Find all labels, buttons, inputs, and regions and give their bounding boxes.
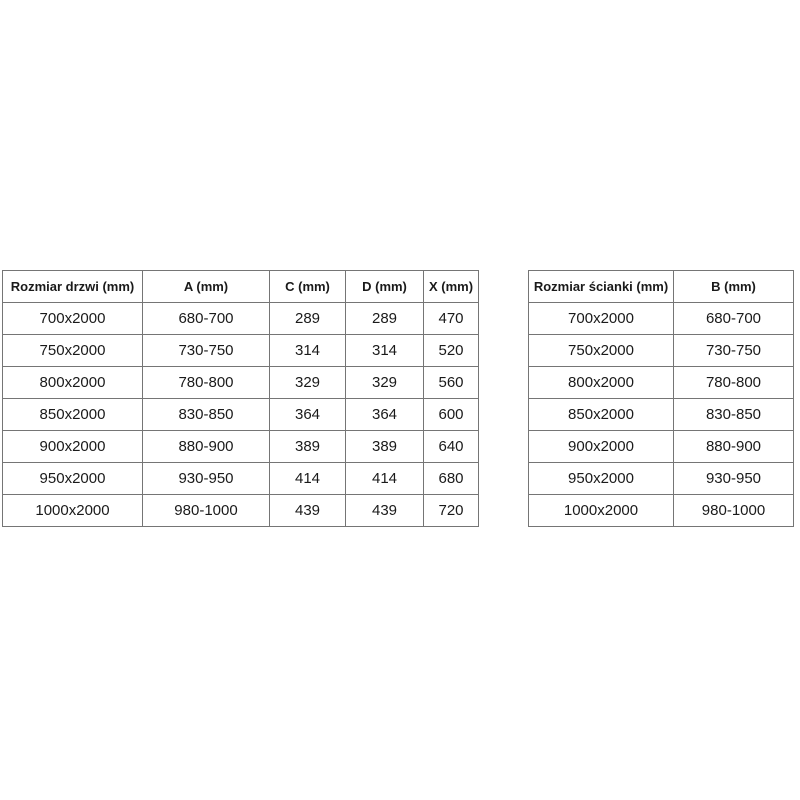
table-cell: 900x2000 bbox=[2, 430, 143, 463]
table-cell: 730-750 bbox=[142, 334, 270, 367]
table-cell: 880-900 bbox=[142, 430, 270, 463]
table-cell: 470 bbox=[423, 302, 479, 335]
table-row: 850x2000 830-850 364 364 600 bbox=[2, 398, 479, 431]
table-cell: 389 bbox=[269, 430, 346, 463]
column-header: A (mm) bbox=[142, 270, 270, 303]
table-cell: 414 bbox=[269, 462, 346, 495]
table-cell: 900x2000 bbox=[528, 430, 674, 463]
table-cell: 800x2000 bbox=[2, 366, 143, 399]
table-cell: 780-800 bbox=[673, 366, 794, 399]
table-cell: 930-950 bbox=[673, 462, 794, 495]
table-cell: 314 bbox=[269, 334, 346, 367]
table-cell: 830-850 bbox=[142, 398, 270, 431]
table-cell: 850x2000 bbox=[2, 398, 143, 431]
table-cell: 850x2000 bbox=[528, 398, 674, 431]
table-row: 1000x2000 980-1000 439 439 720 bbox=[2, 494, 479, 527]
table-row: 750x2000 730-750 bbox=[528, 334, 794, 367]
column-header: X (mm) bbox=[423, 270, 479, 303]
header-row: Rozmiar ścianki (mm) B (mm) bbox=[528, 270, 794, 303]
wall-size-table: Rozmiar ścianki (mm) B (mm) 700x2000 680-70… bbox=[528, 270, 794, 527]
column-header: B (mm) bbox=[673, 270, 794, 303]
table-cell: 364 bbox=[345, 398, 424, 431]
table-cell: 680-700 bbox=[673, 302, 794, 335]
table-row: 1000x2000 980-1000 bbox=[528, 494, 794, 527]
table-cell: 750x2000 bbox=[2, 334, 143, 367]
table-cell: 329 bbox=[345, 366, 424, 399]
table-row: 950x2000 930-950 bbox=[528, 462, 794, 495]
header-row: Rozmiar drzwi (mm) A (mm) C (mm) D (mm) X (m… bbox=[2, 270, 479, 303]
column-header: D (mm) bbox=[345, 270, 424, 303]
table-row: 800x2000 780-800 bbox=[528, 366, 794, 399]
table-cell: 1000x2000 bbox=[528, 494, 674, 527]
table-cell: 800x2000 bbox=[528, 366, 674, 399]
door-size-table: Rozmiar drzwi (mm) A (mm) C (mm) D (mm) X (m… bbox=[2, 270, 479, 527]
table-row: 900x2000 880-900 389 389 640 bbox=[2, 430, 479, 463]
table-cell: 329 bbox=[269, 366, 346, 399]
table-cell: 700x2000 bbox=[2, 302, 143, 335]
table-cell: 750x2000 bbox=[528, 334, 674, 367]
table-cell: 600 bbox=[423, 398, 479, 431]
table-row: 700x2000 680-700 bbox=[528, 302, 794, 335]
table-cell: 680-700 bbox=[142, 302, 270, 335]
table-row: 700x2000 680-700 289 289 470 bbox=[2, 302, 479, 335]
table-cell: 780-800 bbox=[142, 366, 270, 399]
table-row: 950x2000 930-950 414 414 680 bbox=[2, 462, 479, 495]
table-cell: 389 bbox=[345, 430, 424, 463]
table-cell: 980-1000 bbox=[142, 494, 270, 527]
table-cell: 364 bbox=[269, 398, 346, 431]
table-row: 750x2000 730-750 314 314 520 bbox=[2, 334, 479, 367]
table-cell: 930-950 bbox=[142, 462, 270, 495]
table-cell: 950x2000 bbox=[2, 462, 143, 495]
table-cell: 980-1000 bbox=[673, 494, 794, 527]
table-cell: 830-850 bbox=[673, 398, 794, 431]
column-header: Rozmiar drzwi (mm) bbox=[2, 270, 143, 303]
table-cell: 1000x2000 bbox=[2, 494, 143, 527]
table-cell: 414 bbox=[345, 462, 424, 495]
table-cell: 520 bbox=[423, 334, 479, 367]
table-cell: 289 bbox=[345, 302, 424, 335]
table-cell: 439 bbox=[269, 494, 346, 527]
table-cell: 289 bbox=[269, 302, 346, 335]
table-cell: 950x2000 bbox=[528, 462, 674, 495]
table-cell: 680 bbox=[423, 462, 479, 495]
table-cell: 439 bbox=[345, 494, 424, 527]
table-row: 800x2000 780-800 329 329 560 bbox=[2, 366, 479, 399]
table-cell: 880-900 bbox=[673, 430, 794, 463]
table-cell: 640 bbox=[423, 430, 479, 463]
table-cell: 314 bbox=[345, 334, 424, 367]
column-header: Rozmiar ścianki (mm) bbox=[528, 270, 674, 303]
table-cell: 730-750 bbox=[673, 334, 794, 367]
table-cell: 720 bbox=[423, 494, 479, 527]
table-cell: 700x2000 bbox=[528, 302, 674, 335]
table-cell: 560 bbox=[423, 366, 479, 399]
column-header: C (mm) bbox=[269, 270, 346, 303]
table-row: 900x2000 880-900 bbox=[528, 430, 794, 463]
table-row: 850x2000 830-850 bbox=[528, 398, 794, 431]
